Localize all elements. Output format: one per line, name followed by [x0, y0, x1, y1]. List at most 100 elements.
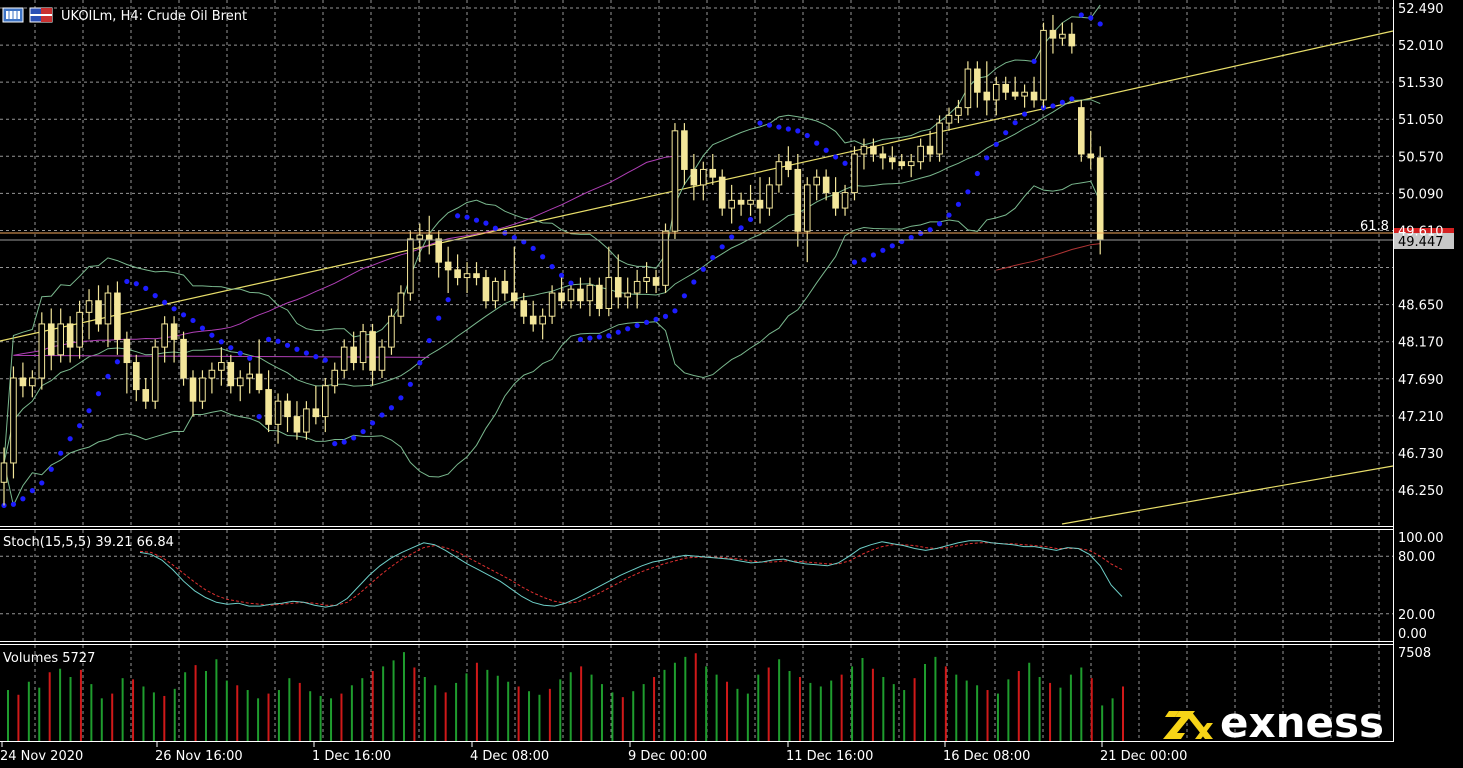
- sar-dot: [965, 189, 971, 195]
- sar-dot: [757, 120, 763, 126]
- sar-dot: [190, 317, 196, 324]
- sar-dot: [1031, 58, 1037, 64]
- candle-body-up: [860, 145, 868, 155]
- sar-dot: [540, 254, 546, 260]
- sar-dot: [521, 239, 527, 245]
- candle: [378, 339, 386, 378]
- candle: [785, 146, 792, 178]
- sar-dot: [275, 338, 281, 344]
- volume-tick-label: 7508: [1398, 646, 1431, 661]
- candle-body-up: [586, 284, 594, 302]
- candle-body-up: [624, 292, 632, 298]
- candle: [284, 393, 291, 433]
- candle-body-up: [38, 323, 46, 379]
- price-tick-label: 48.170: [1398, 336, 1444, 351]
- candle-body-down: [312, 408, 320, 418]
- sar-dot: [180, 312, 187, 318]
- candle-body-up: [85, 300, 93, 313]
- sar-dot: [577, 336, 584, 342]
- time-tick-label: 16 Dec 08:00: [943, 749, 1030, 764]
- candle: [728, 184, 735, 224]
- candle: [38, 312, 46, 390]
- candle-body-up: [104, 292, 112, 325]
- candle-body-up: [841, 192, 849, 209]
- candle: [803, 177, 811, 263]
- candle: [747, 184, 754, 216]
- sar-dot: [814, 140, 820, 146]
- candle-body-up: [955, 107, 962, 116]
- sar-dot: [67, 436, 73, 442]
- candle-body-up: [29, 377, 36, 387]
- candle-body-up: [992, 83, 1000, 101]
- lower-trendline: [1061, 465, 1394, 525]
- flag-icon[interactable]: [29, 7, 53, 23]
- candle: [605, 246, 613, 317]
- candle-body-up: [936, 122, 943, 155]
- candle-body-down: [170, 323, 178, 340]
- candle-body-down: [1002, 83, 1010, 93]
- volume-bars: [7, 652, 1124, 741]
- sar-dot: [587, 335, 593, 341]
- sar-dot: [823, 147, 829, 153]
- candle-body-down: [1049, 29, 1057, 39]
- candle-body-down: [879, 153, 887, 159]
- sar-dot: [266, 336, 272, 342]
- sar-dot: [1088, 15, 1094, 21]
- sar-dot: [95, 391, 102, 397]
- stoch-axis: 100.00 80.00 20.00 0.00: [1398, 531, 1444, 642]
- candle-body-up: [851, 153, 858, 194]
- candle-body-up: [539, 315, 546, 325]
- candle: [983, 61, 991, 116]
- sar-dot: [1078, 12, 1084, 18]
- stoch-label: Stoch(15,5,5) 39.21 66.84: [3, 535, 174, 550]
- sar-dot: [143, 285, 149, 291]
- candle: [454, 254, 461, 286]
- candle-body-down: [501, 280, 509, 294]
- candle: [199, 370, 206, 409]
- candle: [1002, 76, 1010, 100]
- candle-body-down: [66, 323, 74, 348]
- candle-body-down: [1030, 91, 1038, 101]
- sar-dot: [152, 293, 158, 299]
- sar-dot: [369, 420, 376, 426]
- candle: [274, 393, 282, 444]
- candle-body-down: [1078, 107, 1085, 155]
- candle-body-down: [133, 362, 140, 391]
- candle-body-down: [350, 346, 357, 364]
- candle-body-down: [596, 284, 603, 309]
- sar-dot: [39, 480, 45, 486]
- sar-dot: [606, 333, 612, 339]
- sar-dot: [993, 141, 999, 147]
- sar-dot: [936, 221, 943, 227]
- time-tick-label: 21 Dec 00:00: [1100, 749, 1187, 764]
- candle: [558, 277, 565, 309]
- sar-dot: [332, 441, 338, 447]
- candle-body-up: [813, 176, 821, 186]
- main-grid: [0, 0, 1393, 526]
- sar-dot: [530, 245, 536, 252]
- sar-dot: [237, 350, 243, 356]
- candle-body-down: [114, 292, 121, 340]
- candle-body-down: [785, 161, 792, 170]
- price-tick-label: 46.730: [1398, 447, 1444, 462]
- candle: [945, 107, 953, 131]
- candle: [369, 323, 376, 386]
- time-tick-label: 4 Dec 08:00: [470, 749, 549, 764]
- candle-body-up: [359, 331, 367, 364]
- chart-window-icon[interactable]: [2, 7, 24, 23]
- sar-dot: [407, 381, 413, 387]
- candle: [681, 123, 688, 185]
- candle: [29, 370, 36, 398]
- candle-body-up: [1059, 33, 1066, 39]
- candle-body-up: [274, 400, 282, 425]
- sar-dot: [162, 299, 168, 306]
- candle: [57, 308, 65, 363]
- time-tick-label: 24 Nov 2020: [0, 749, 83, 764]
- price-tick-label: 47.210: [1398, 410, 1444, 425]
- sar-dot: [729, 234, 735, 240]
- candle-body-down: [369, 331, 376, 371]
- sar-dot: [114, 359, 120, 365]
- fib-price-marker: [1394, 228, 1454, 233]
- candle-body-up: [728, 199, 735, 209]
- sar-dot: [10, 501, 17, 507]
